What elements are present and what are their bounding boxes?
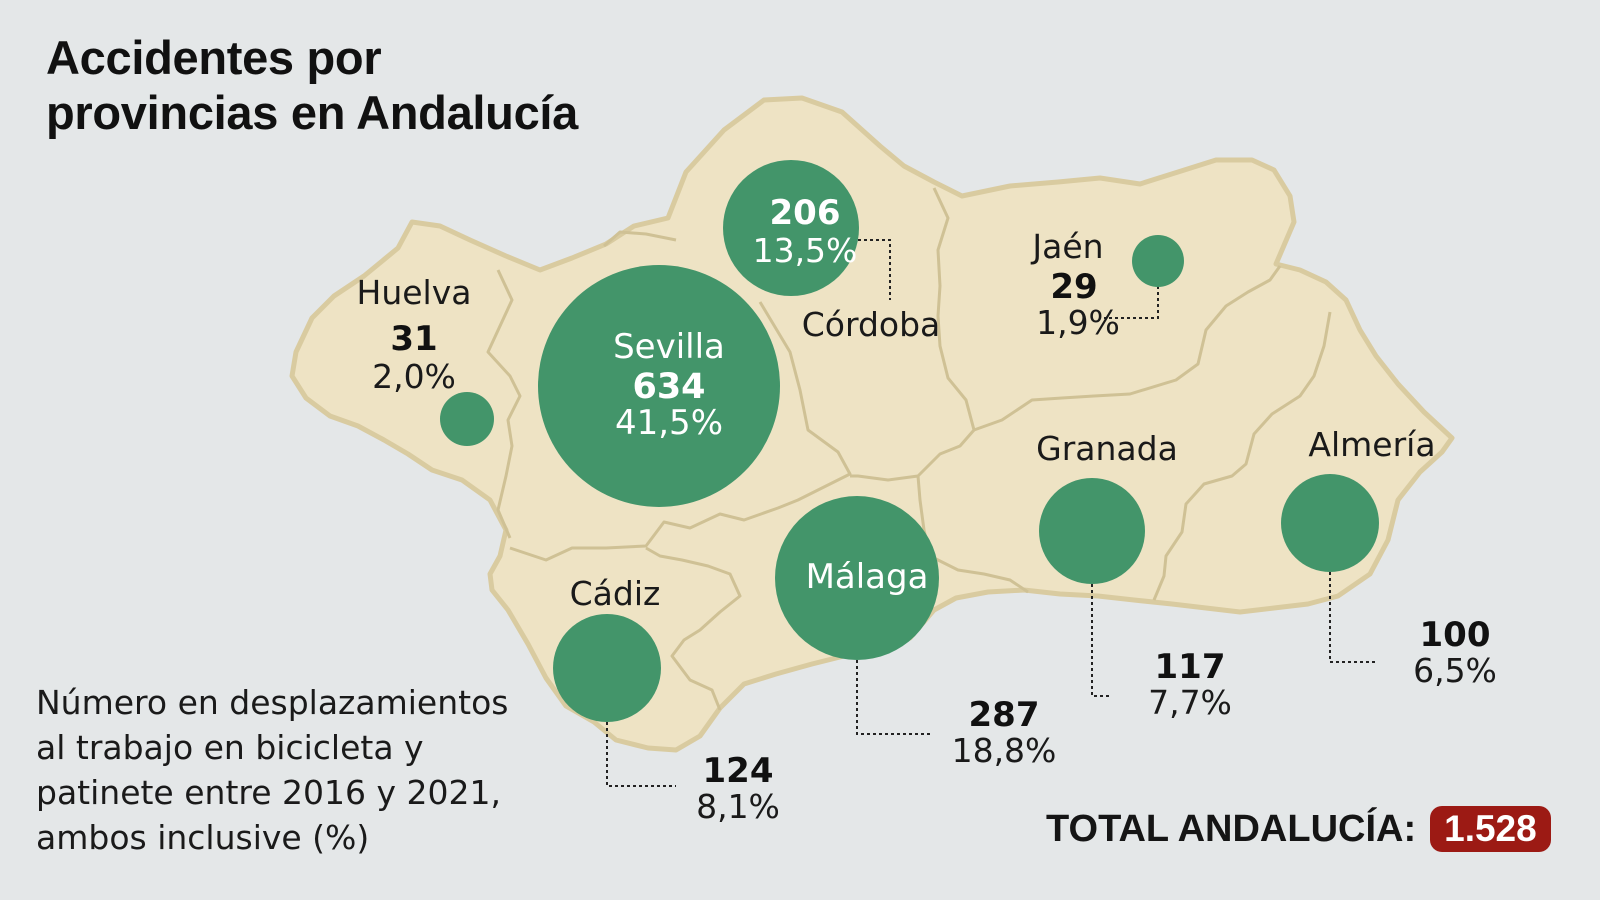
leader-cadiz [606,722,676,787]
label-huelva-name: Huelva [357,273,472,312]
label-jaen-pct: 1,9% [1036,303,1120,342]
leader-lines [606,239,1376,787]
label-malaga-count: 287 [969,695,1040,735]
bubble-jaen [1132,235,1184,287]
footnote-line-1: Número en desplazamientos [36,683,509,722]
leader-granada [1091,584,1110,697]
province-borders [486,187,1332,711]
bubble-almeria [1281,474,1379,572]
leader-almeria [1329,572,1376,663]
footnote-line-4: ambos inclusive (%) [36,818,370,857]
footnote-line-3: patinete entre 2016 y 2021, [36,773,501,812]
label-sevilla-name: Sevilla [613,327,725,367]
bubble-sevilla [538,265,780,507]
label-sevilla-count: 634 [632,367,705,407]
label-sevilla-pct: 41,5% [615,403,723,443]
bubble-cordoba [723,160,859,296]
label-granada-count: 117 [1155,647,1226,687]
label-cordoba-name: Córdoba [802,305,941,344]
total-andalucia: TOTAL ANDALUCÍA: 1.528 [1046,806,1551,852]
label-almeria-name: Almería [1308,425,1435,464]
label-cordoba-count: 206 [770,193,841,233]
total-badge: 1.528 [1430,806,1551,852]
footnote: Número en desplazamientos al trabajo en … [36,680,508,860]
label-huelva-pct: 2,0% [372,357,456,396]
label-granada-name: Granada [1036,429,1178,468]
title-line-2: provincias en Andalucía [46,86,579,139]
total-label: TOTAL ANDALUCÍA: [1046,807,1417,850]
bubble-huelva [440,392,494,446]
label-granada-pct: 7,7% [1148,683,1232,722]
label-cadiz-count: 124 [703,751,774,791]
label-cadiz-name: Cádiz [570,574,661,613]
label-cordoba-pct: 13,5% [753,231,858,270]
bubble-malaga [775,496,939,660]
bubble-cadiz [553,614,661,722]
label-malaga-name: Málaga [806,557,929,597]
label-jaen-name: Jaén [1030,227,1103,266]
leader-jaen [1104,286,1159,319]
bubbles [440,160,1379,722]
footnote-line-2: al trabajo en bicicleta y [36,728,424,767]
label-huelva-count: 31 [390,319,437,359]
leader-malaga [856,660,932,735]
title-line-1: Accidentes por [46,31,382,84]
label-malaga-pct: 18,8% [952,731,1057,770]
label-jaen-count: 29 [1050,267,1097,307]
leader-cordoba [858,239,891,300]
page-title: Accidentes por provincias en Andalucía [46,30,578,140]
label-almeria-pct: 6,5% [1413,651,1497,690]
label-cadiz-pct: 8,1% [696,787,780,826]
label-almeria-count: 100 [1420,615,1491,655]
bubble-granada [1039,478,1145,584]
